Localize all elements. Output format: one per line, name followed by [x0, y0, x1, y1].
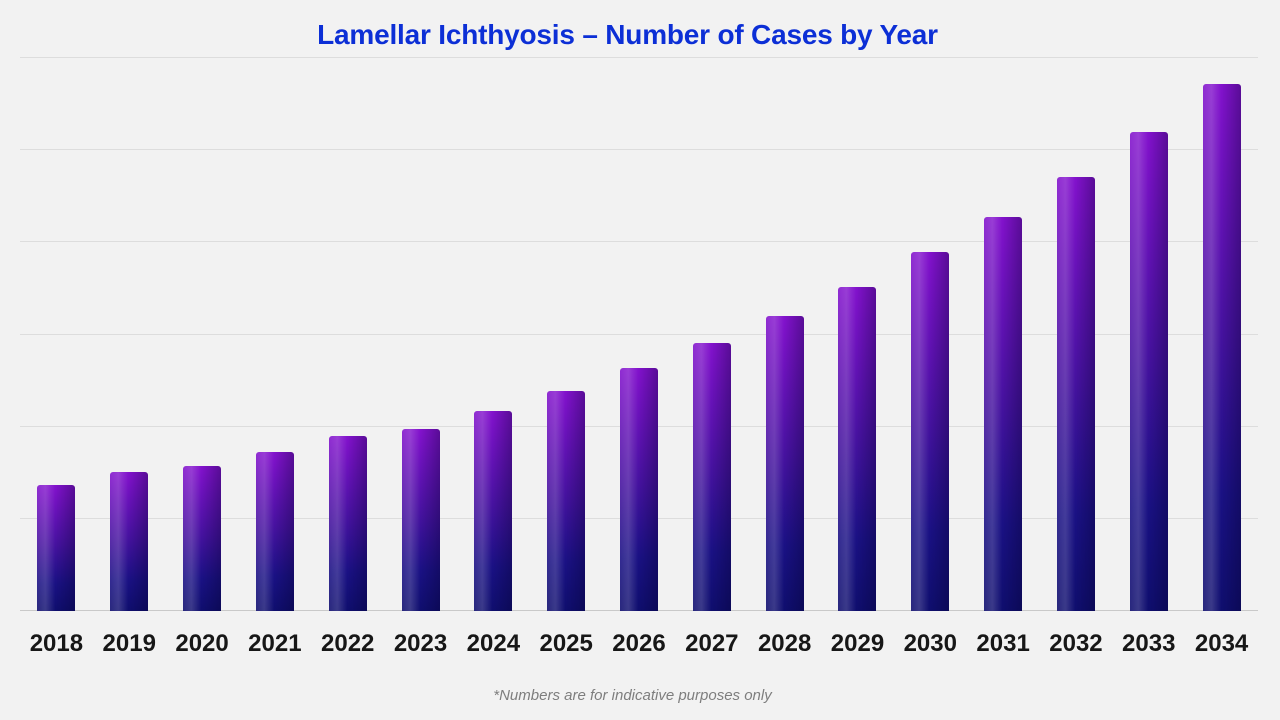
gridline — [20, 333, 1258, 335]
x-label-2026: 2026 — [612, 630, 666, 657]
bar-2018 — [37, 484, 76, 611]
x-label-2033: 2033 — [1122, 630, 1176, 657]
x-label-2025: 2025 — [539, 630, 593, 657]
x-label-2030: 2030 — [903, 630, 957, 657]
bar-2033 — [1129, 131, 1168, 611]
x-label-2021: 2021 — [248, 630, 302, 657]
x-label-2034: 2034 — [1194, 630, 1249, 657]
gridline — [20, 149, 1258, 151]
bar-2032 — [1056, 176, 1095, 611]
bar-2031 — [984, 216, 1023, 611]
bar-2025 — [547, 390, 586, 611]
x-label-2019: 2019 — [102, 630, 156, 657]
bar-2028 — [765, 316, 804, 611]
x-label-2023: 2023 — [393, 630, 448, 657]
bar-2026 — [620, 367, 658, 611]
bar-2024 — [474, 411, 513, 611]
bar-2021 — [255, 452, 294, 611]
x-axis-labels: 2018 2019 2020 2021 2022 2023 2024 2025 2026 2027… — [20, 630, 1258, 662]
bar-2023 — [401, 429, 440, 611]
x-label-2020: 2020 — [175, 630, 229, 657]
x-label-2022: 2022 — [321, 630, 375, 657]
x-label-2024: 2024 — [466, 630, 521, 657]
x-label-2029: 2029 — [830, 630, 885, 657]
x-label-2032: 2032 — [1049, 630, 1103, 657]
gridline — [20, 241, 1258, 243]
x-label-2027: 2027 — [685, 630, 739, 657]
bar-2022 — [328, 435, 367, 611]
plot-area — [20, 57, 1258, 611]
chart-title: Lamellar Ichthyosis – Number of Cases by… — [317, 19, 938, 50]
gridline — [20, 57, 1258, 58]
chart-footnote: *Numbers are for indicative purposes onl… — [493, 687, 772, 704]
bar-2027 — [692, 342, 731, 611]
bar-2019 — [110, 471, 149, 611]
x-label-2028: 2028 — [757, 630, 812, 657]
x-label-2031: 2031 — [976, 630, 1030, 657]
bar-2030 — [911, 252, 950, 611]
x-label-2018: 2018 — [29, 630, 84, 657]
bar-2034 — [1202, 83, 1241, 611]
bar-2020 — [183, 466, 222, 611]
bar-2029 — [838, 286, 877, 611]
